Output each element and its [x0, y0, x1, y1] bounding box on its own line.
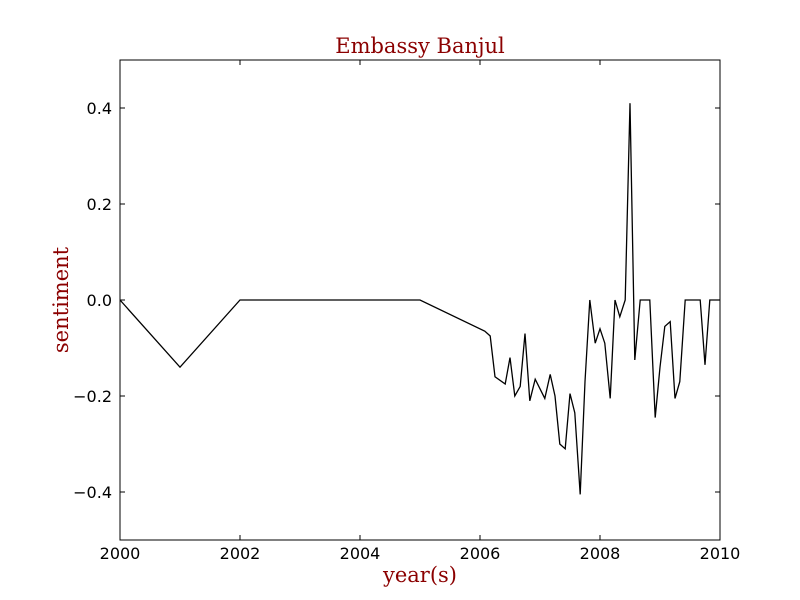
y-tick-label: −0.2: [73, 387, 112, 406]
x-tick-label: 2002: [220, 544, 261, 563]
y-tick-label: 0.4: [87, 99, 112, 118]
x-tick-label: 2006: [460, 544, 501, 563]
series-line-0: [119, 103, 720, 495]
x-tick-label: 2008: [580, 544, 621, 563]
y-tick-label: −0.4: [73, 483, 112, 502]
axis-ticks: 2000 2002 2004 2006 2008 2010 −0.4 −0.2 0.0 0.2 0.…: [73, 60, 740, 563]
y-tick-label: 0.0: [87, 291, 112, 310]
x-axis-label: year(s): [382, 563, 457, 587]
y-tick-label: 0.2: [87, 195, 112, 214]
x-tick-label: 2000: [100, 544, 141, 563]
chart-title: Embassy Banjul: [335, 34, 505, 58]
plot-area: [119, 103, 720, 495]
x-tick-label: 2010: [700, 544, 741, 563]
x-tick-label: 2004: [340, 544, 381, 563]
y-axis-label: sentiment: [49, 246, 73, 353]
